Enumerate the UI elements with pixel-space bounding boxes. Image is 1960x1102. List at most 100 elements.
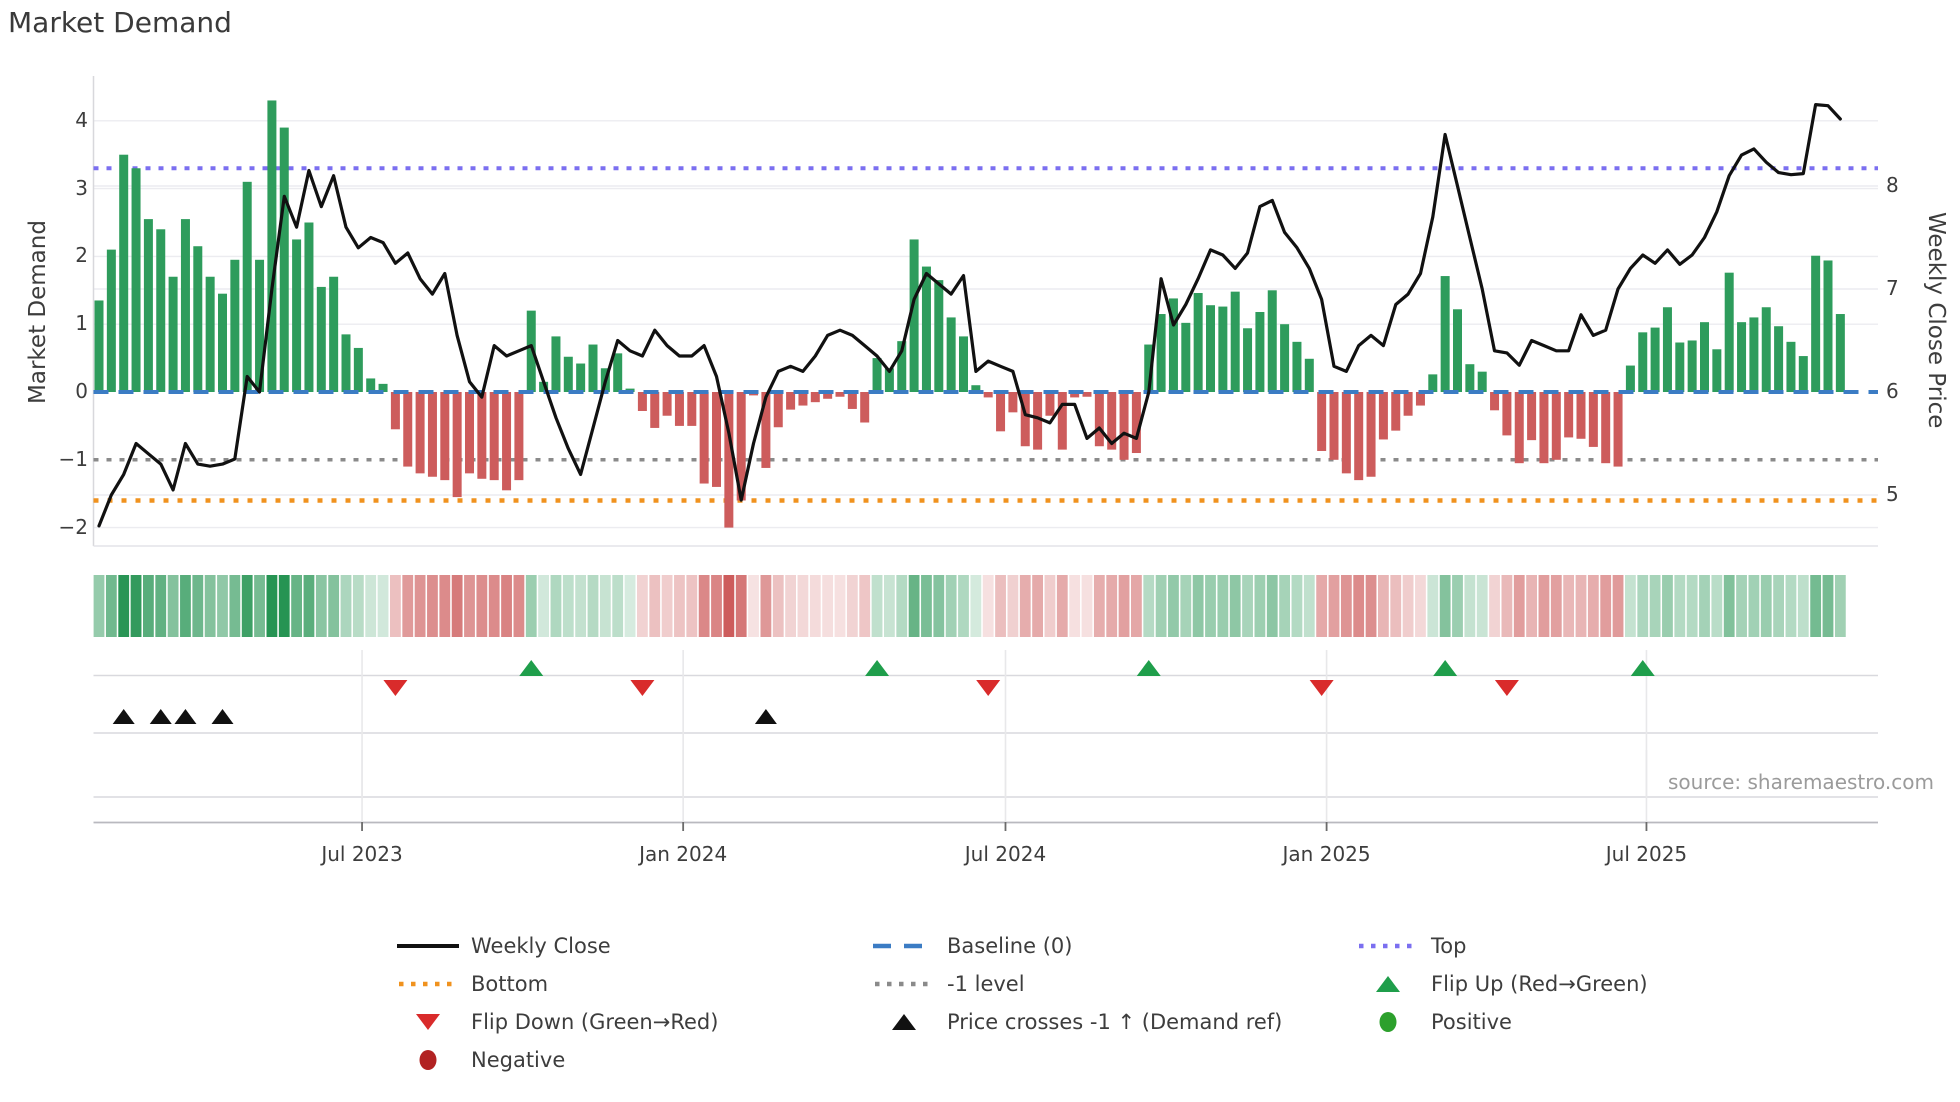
demand-bar	[1131, 392, 1141, 454]
demand-bar	[353, 347, 363, 392]
heat-cell	[1797, 575, 1809, 637]
demand-bar	[835, 392, 845, 397]
heat-cell	[1044, 575, 1056, 637]
heat-cell	[698, 575, 710, 637]
heat-cell	[1242, 575, 1253, 637]
demand-bar	[687, 392, 697, 426]
heat-cell	[711, 575, 722, 637]
heat-cell	[1192, 575, 1204, 637]
demand-bar	[1638, 332, 1648, 392]
chart-title: Market Demand	[8, 6, 232, 39]
heat-cell	[674, 575, 685, 637]
demand-bar	[1601, 392, 1611, 464]
demand-bar	[773, 392, 783, 428]
legend-label: Price crosses -1 ↑ (Demand ref)	[947, 1010, 1283, 1034]
demand-bar	[106, 249, 116, 392]
source-credit: source: sharemaestro.com	[1668, 770, 1934, 794]
heat-cell	[303, 575, 315, 637]
legend-swatch-icon	[395, 1011, 461, 1033]
demand-bar	[1428, 374, 1438, 392]
demand-bar	[1539, 392, 1549, 464]
demand-bar	[1243, 328, 1253, 392]
demand-bar	[1230, 291, 1240, 392]
legend-swatch-icon	[871, 973, 937, 995]
heat-cell	[1760, 575, 1772, 637]
flip-up-marker	[1433, 660, 1458, 676]
heat-cell	[414, 575, 426, 637]
heat-cell	[1526, 575, 1537, 637]
heat-cell	[204, 575, 216, 637]
demand-bar	[1193, 293, 1203, 392]
heat-cell	[1489, 575, 1500, 637]
demand-bar	[576, 363, 586, 392]
demand-bar	[823, 392, 833, 399]
demand-bar	[1551, 392, 1561, 460]
heat-cell	[93, 575, 105, 637]
heat-cell	[1513, 575, 1525, 637]
demand-bar	[1218, 306, 1228, 392]
legend-label: Flip Up (Red→Green)	[1431, 972, 1648, 996]
demand-bar	[1835, 314, 1845, 392]
demand-bar	[1527, 392, 1537, 441]
demand-bar	[1737, 322, 1747, 392]
heat-cell	[933, 575, 945, 637]
demand-bar	[1675, 342, 1685, 392]
left-axis-tick-label: 3	[75, 175, 88, 200]
heat-cell	[118, 575, 130, 637]
heat-cell	[1316, 575, 1328, 637]
demand-bar	[1020, 392, 1030, 447]
heat-cell	[1427, 575, 1439, 637]
demand-bar	[465, 392, 474, 474]
demand-bar	[1366, 392, 1376, 477]
legend-label: Baseline (0)	[947, 934, 1073, 958]
demand-bar	[1625, 365, 1635, 392]
heat-cell	[1340, 575, 1352, 637]
heat-cell	[439, 575, 451, 637]
demand-bar	[403, 392, 413, 467]
heat-cell	[1168, 575, 1179, 637]
demand-bar	[662, 392, 672, 416]
heat-cell	[1155, 575, 1167, 637]
heat-cell	[1131, 575, 1142, 637]
heat-cell	[1600, 575, 1612, 637]
demand-bar	[1181, 322, 1191, 392]
demand-bar	[156, 229, 166, 392]
heat-cell	[1563, 575, 1575, 637]
flip-down-marker	[976, 680, 1001, 696]
demand-bar	[1206, 305, 1215, 392]
heat-cell	[1180, 575, 1192, 637]
legend-item-positive: Positive	[1355, 1007, 1512, 1037]
heat-cell	[1303, 575, 1315, 637]
heat-cell	[1550, 575, 1562, 637]
demand-bar	[1156, 314, 1166, 392]
demand-bar	[94, 300, 104, 392]
heat-cell	[624, 575, 636, 637]
legend-label: Weekly Close	[471, 934, 611, 958]
price-cross-marker	[149, 709, 172, 724]
demand-bar	[539, 381, 549, 392]
legend-label: Negative	[471, 1048, 566, 1072]
x-axis-tick-label: Jul 2025	[1605, 842, 1688, 866]
heat-cell	[785, 575, 796, 637]
heat-cell	[180, 575, 191, 637]
heat-cell	[1081, 575, 1093, 637]
demand-bar	[847, 392, 857, 409]
demand-bar	[242, 181, 252, 392]
heat-cell	[1106, 575, 1118, 637]
heat-cell	[488, 575, 500, 637]
heat-cell	[846, 575, 858, 637]
heat-cell	[958, 575, 969, 637]
demand-bar	[1391, 392, 1401, 431]
demand-bar	[131, 168, 141, 392]
flip-down-marker	[630, 680, 655, 696]
heat-cell	[1378, 575, 1389, 637]
demand-bar	[292, 239, 302, 392]
heat-cell	[1365, 575, 1377, 637]
heat-cell	[550, 575, 562, 637]
legend-swatch-icon	[1355, 935, 1421, 957]
demand-bar	[1564, 392, 1574, 438]
heat-cell	[1229, 575, 1241, 637]
heat-cell	[1093, 575, 1105, 637]
legend-item-price-crosses-1-demand-ref: Price crosses -1 ↑ (Demand ref)	[871, 1007, 1282, 1037]
